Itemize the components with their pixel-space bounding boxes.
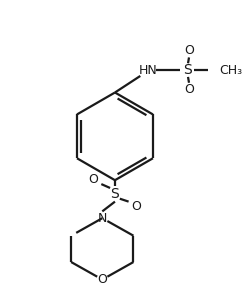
Text: CH₃: CH₃ xyxy=(219,64,242,77)
Text: O: O xyxy=(184,44,194,57)
Text: O: O xyxy=(131,200,141,213)
Text: S: S xyxy=(111,187,119,201)
Text: O: O xyxy=(184,83,194,96)
Text: HN: HN xyxy=(139,64,157,77)
Text: S: S xyxy=(183,63,191,77)
Text: O: O xyxy=(89,173,98,186)
Text: N: N xyxy=(98,212,107,225)
Text: O: O xyxy=(97,273,107,286)
